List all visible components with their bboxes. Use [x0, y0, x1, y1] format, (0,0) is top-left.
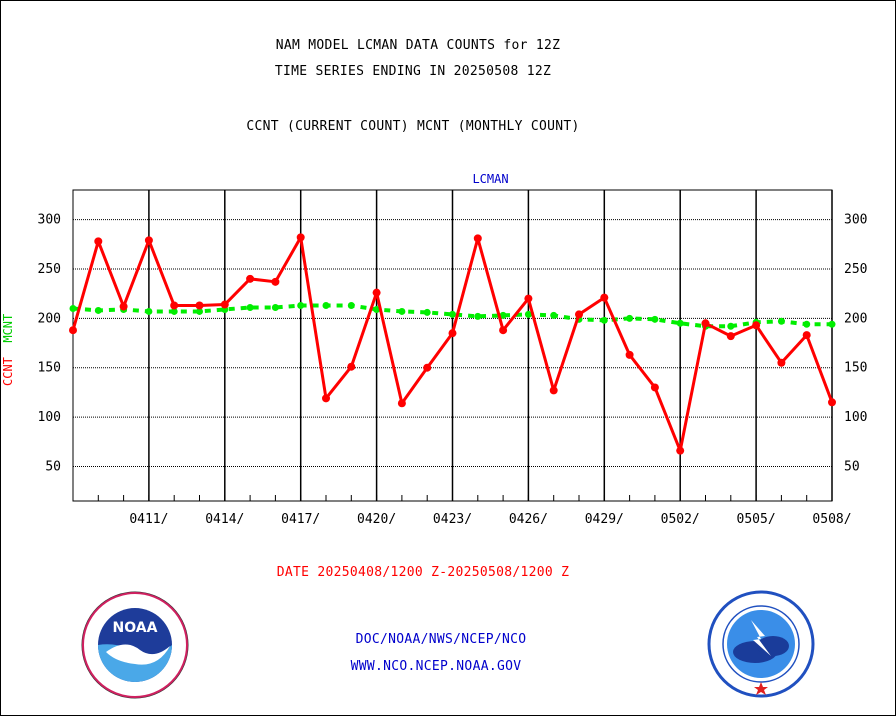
grid-lines — [72, 189, 833, 502]
y-tick-label-right: 50 — [844, 459, 860, 474]
y-tick-label-left: 250 — [38, 262, 61, 277]
series-layer — [69, 233, 836, 455]
data-point-ccnt — [94, 237, 103, 246]
nws-logo-icon — [707, 590, 815, 698]
data-point-mcnt — [651, 315, 659, 323]
x-tick-label: 0423/ — [433, 512, 472, 527]
data-point-mcnt — [676, 319, 684, 327]
data-point-ccnt — [69, 326, 77, 335]
data-point-ccnt — [575, 310, 583, 319]
data-point-mcnt — [69, 304, 77, 312]
data-point-ccnt — [347, 362, 356, 371]
y-tick-label-left: 300 — [38, 213, 61, 228]
data-point-mcnt — [600, 316, 608, 324]
data-point-mcnt — [423, 308, 431, 316]
noaa-logo-icon: NOAA — [81, 591, 189, 699]
data-point-ccnt — [600, 293, 609, 302]
data-point-ccnt — [322, 394, 330, 403]
data-point-ccnt — [524, 294, 533, 303]
data-point-ccnt — [752, 321, 761, 330]
data-point-ccnt — [271, 277, 280, 286]
data-point-ccnt — [448, 329, 457, 338]
data-point-mcnt — [322, 302, 330, 310]
data-point-mcnt — [196, 307, 203, 315]
data-point-mcnt — [474, 312, 482, 320]
y-axis-title-ccnt: CCNT — [1, 357, 15, 386]
x-tick-label: 0414/ — [205, 512, 244, 527]
data-point-mcnt — [347, 302, 355, 310]
chart-title-line1: NAM MODEL LCMAN DATA COUNTS for 12Z — [275, 38, 561, 53]
data-point-mcnt — [626, 314, 634, 322]
axis-ticks — [72, 495, 833, 501]
data-point-ccnt — [220, 300, 229, 309]
noaa-logo-text: NOAA — [113, 620, 158, 636]
y-axis-title-mcnt: MCNT — [1, 313, 15, 343]
x-tick-label: 0417/ — [281, 512, 320, 527]
data-point-ccnt — [726, 332, 735, 341]
footer-link-doc[interactable]: DOC/NOAA/NWS/NCEP/NCO — [355, 632, 527, 647]
y-tick-label-right: 300 — [844, 213, 867, 228]
data-point-mcnt — [828, 320, 836, 328]
data-point-ccnt — [499, 326, 508, 335]
data-point-ccnt — [397, 399, 406, 408]
data-point-mcnt — [170, 307, 178, 315]
data-point-mcnt — [246, 303, 254, 311]
axis-labels: 50 50 100 100 150 150 200 200 250 250 300 300 0411/0… — [38, 172, 868, 527]
data-point-mcnt — [524, 310, 532, 318]
data-point-ccnt — [246, 274, 255, 283]
data-point-ccnt — [777, 358, 786, 367]
y-tick-label-right: 200 — [844, 311, 867, 326]
data-point-ccnt — [650, 383, 659, 392]
data-point-ccnt — [170, 301, 179, 310]
x-tick-label: 0508/ — [812, 512, 851, 527]
x-tick-label: 0426/ — [509, 512, 548, 527]
footer-link-nco[interactable]: WWW.NCO.NCEP.NOAA.GOV — [350, 659, 522, 674]
chart-title-line2: TIME SERIES ENDING IN 20250508 12Z — [274, 64, 552, 79]
x-tick-label: 0411/ — [129, 512, 168, 527]
data-point-ccnt — [144, 236, 153, 245]
data-point-ccnt — [372, 288, 381, 297]
data-point-ccnt — [828, 398, 836, 407]
data-point-mcnt — [145, 307, 153, 315]
data-point-mcnt — [499, 311, 507, 319]
y-tick-label-left: 100 — [38, 410, 61, 425]
data-point-ccnt — [676, 446, 685, 455]
x-tick-label: 0502/ — [661, 512, 700, 527]
data-point-ccnt — [119, 302, 128, 311]
x-tick-label: 0420/ — [357, 512, 396, 527]
y-tick-label-left: 150 — [38, 361, 61, 376]
data-point-ccnt — [802, 331, 811, 340]
data-point-ccnt — [473, 234, 482, 243]
data-point-mcnt — [727, 322, 735, 330]
data-point-mcnt — [398, 307, 406, 315]
data-point-ccnt — [625, 350, 634, 359]
data-point-mcnt — [297, 302, 305, 310]
data-point-mcnt — [803, 320, 811, 328]
data-point-mcnt — [777, 317, 785, 325]
data-point-mcnt — [550, 311, 558, 319]
data-point-mcnt — [94, 306, 102, 314]
data-point-ccnt — [195, 301, 204, 310]
y-tick-label-right: 250 — [844, 262, 867, 277]
data-point-mcnt — [373, 305, 381, 313]
data-point-ccnt — [701, 319, 710, 328]
x-tick-label: 0505/ — [737, 512, 776, 527]
data-point-mcnt — [449, 310, 456, 318]
data-point-ccnt — [423, 363, 432, 372]
y-tick-label-right: 150 — [844, 361, 867, 376]
x-tick-label: 0429/ — [585, 512, 624, 527]
y-tick-label-right: 100 — [844, 410, 867, 425]
date-range-label: DATE 20250408/1200 Z-20250508/1200 Z — [276, 565, 570, 580]
data-point-ccnt — [296, 233, 305, 242]
y-tick-label-left: 200 — [38, 311, 61, 326]
chart-subtitle: CCNT (CURRENT COUNT) MCNT (MONTHLY COUNT… — [246, 119, 580, 134]
data-point-mcnt — [271, 303, 279, 311]
plot-title: LCMAN — [472, 172, 508, 186]
data-point-ccnt — [549, 386, 558, 395]
y-axis-title: CCNT MCNT — [1, 314, 15, 386]
y-tick-label-left: 50 — [45, 459, 61, 474]
